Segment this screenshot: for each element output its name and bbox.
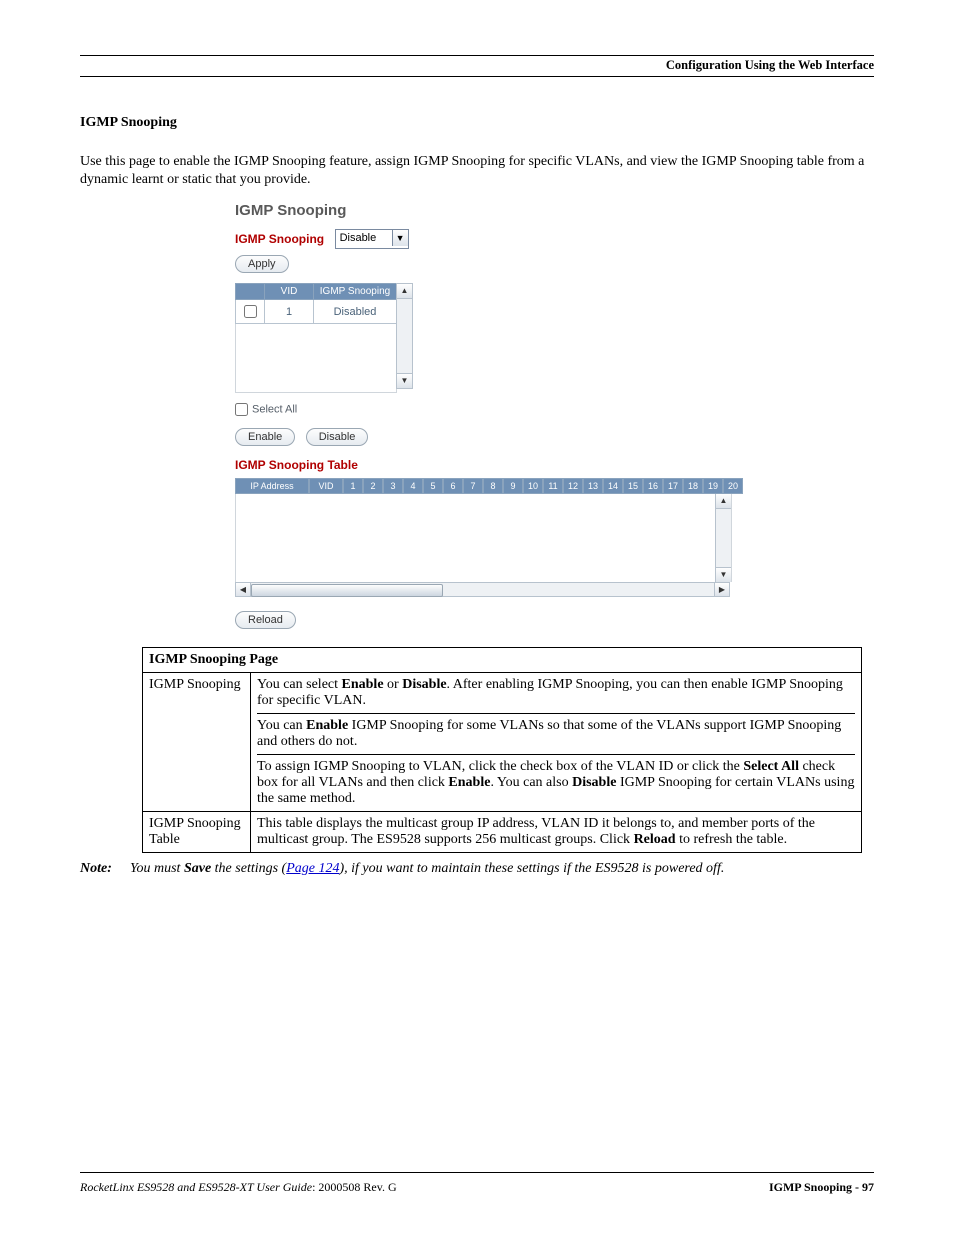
igmp-snooping-label: IGMP Snooping: [235, 232, 324, 246]
igmp-state-dropdown[interactable]: Disable▼: [335, 229, 409, 249]
col-ip: IP Address: [235, 478, 309, 494]
note-label: Note:: [80, 861, 130, 877]
desc-row-body-1: This table displays the multicast group …: [251, 812, 862, 853]
col-port: 12: [563, 478, 583, 494]
desc-row-name-0: IGMP Snooping: [143, 673, 251, 812]
snoop-hscrollbar[interactable]: ◀ ▶: [235, 582, 730, 597]
col-port: 20: [723, 478, 743, 494]
note-block: Note: You must Save the settings (Page 1…: [80, 861, 874, 877]
scroll-left-icon[interactable]: ◀: [236, 583, 251, 596]
igmp-screenshot: IGMP Snooping IGMP Snooping Disable▼ App…: [235, 202, 755, 629]
scroll-down-icon[interactable]: ▼: [397, 373, 412, 388]
vlan-list-table: VID IGMP Snooping 1 Disabled: [235, 283, 397, 324]
vlan-scrollbar[interactable]: ▲ ▼: [396, 283, 413, 389]
col-port: 6: [443, 478, 463, 494]
row-vid: 1: [265, 300, 314, 324]
panel-title: IGMP Snooping: [235, 202, 755, 219]
col-port: 1: [343, 478, 363, 494]
running-header: Configuration Using the Web Interface: [666, 58, 874, 73]
col-port: 7: [463, 478, 483, 494]
snoop-table-header: IP Address VID 1234567891011121314151617…: [235, 478, 755, 494]
scroll-thumb[interactable]: [251, 584, 443, 597]
snoop-table-body: ▲ ▼: [235, 494, 732, 582]
page-link[interactable]: Page 124: [286, 861, 339, 876]
col-port: 4: [403, 478, 423, 494]
select-all-label: Select All: [252, 403, 297, 415]
desc-row-name-1: IGMP Snooping Table: [143, 812, 251, 853]
intro-paragraph: Use this page to enable the IGMP Snoopin…: [80, 153, 874, 188]
col-port: 16: [643, 478, 663, 494]
col-vid: VID: [265, 284, 314, 300]
col-port: 5: [423, 478, 443, 494]
col-port: 10: [523, 478, 543, 494]
col-port: 19: [703, 478, 723, 494]
reload-button[interactable]: Reload: [235, 611, 296, 629]
snoop-vscrollbar[interactable]: ▲ ▼: [715, 494, 731, 582]
table-row: 1 Disabled: [236, 300, 397, 324]
scroll-down-icon[interactable]: ▼: [716, 567, 731, 582]
snoop-table-title: IGMP Snooping Table: [235, 458, 358, 472]
disable-button[interactable]: Disable: [306, 428, 369, 446]
scroll-up-icon[interactable]: ▲: [397, 284, 412, 299]
chevron-down-icon: ▼: [392, 230, 408, 246]
enable-button[interactable]: Enable: [235, 428, 295, 446]
select-all-checkbox[interactable]: [235, 403, 248, 416]
description-table: IGMP Snooping Page IGMP Snooping You can…: [142, 647, 862, 853]
scroll-up-icon[interactable]: ▲: [716, 494, 731, 509]
desc-title: IGMP Snooping Page: [143, 648, 862, 673]
col-port: 14: [603, 478, 623, 494]
col-vid2: VID: [309, 478, 343, 494]
col-port: 8: [483, 478, 503, 494]
col-port: 18: [683, 478, 703, 494]
page-footer: RocketLinx ES9528 and ES9528-XT User Gui…: [80, 1172, 874, 1195]
section-heading: IGMP Snooping: [80, 115, 874, 131]
desc-row-body-0: You can select Enable or Disable. After …: [251, 673, 862, 812]
col-port: 11: [543, 478, 563, 494]
col-port: 9: [503, 478, 523, 494]
apply-button[interactable]: Apply: [235, 255, 289, 273]
col-port: 2: [363, 478, 383, 494]
row-checkbox[interactable]: [244, 305, 257, 318]
col-check: [236, 284, 265, 300]
col-port: 15: [623, 478, 643, 494]
dropdown-value: Disable: [336, 230, 392, 246]
col-snoop: IGMP Snooping: [314, 284, 397, 300]
scroll-right-icon[interactable]: ▶: [714, 583, 729, 596]
col-port: 3: [383, 478, 403, 494]
col-port: 17: [663, 478, 683, 494]
col-port: 13: [583, 478, 603, 494]
row-state: Disabled: [314, 300, 397, 324]
